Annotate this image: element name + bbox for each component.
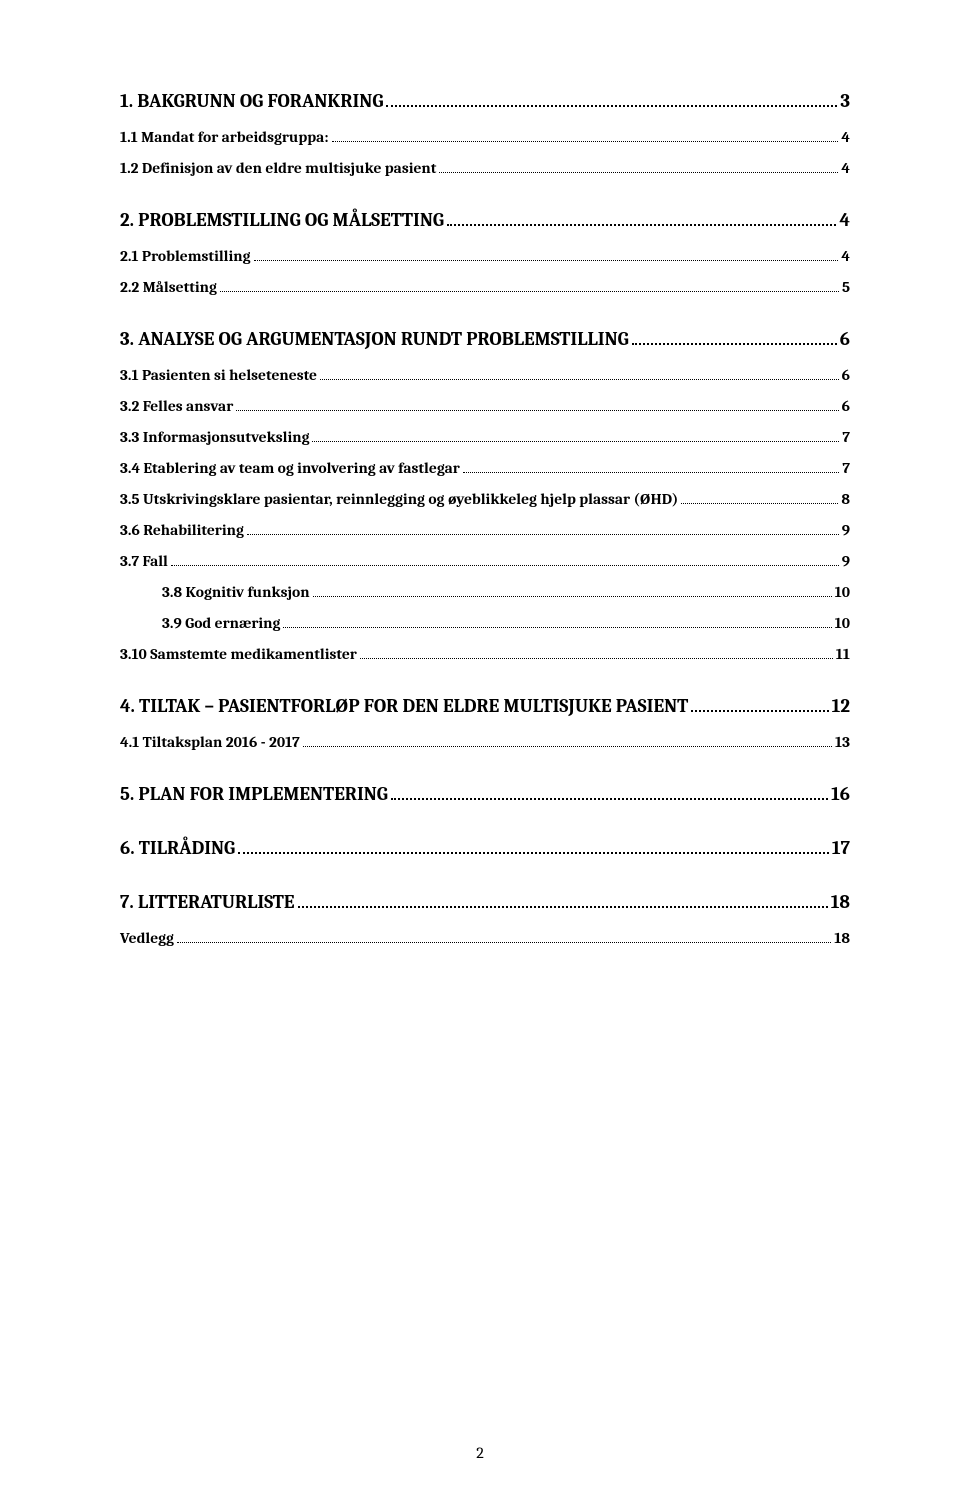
toc-entry: 1.2 Definisjon av den eldre multisjuke p…	[120, 159, 850, 177]
toc-leader-dots	[447, 224, 836, 226]
toc-label: 5. PLAN FOR IMPLEMENTERING	[120, 783, 388, 805]
toc-label: 4.1 Tiltaksplan 2016 - 2017	[120, 733, 300, 751]
toc-leader-dots	[320, 379, 839, 380]
toc-leader-dots	[283, 627, 831, 628]
toc-entry: 4.1 Tiltaksplan 2016 - 2017 13	[120, 733, 850, 751]
toc-label: 7. LITTERATURLISTE	[120, 891, 295, 913]
toc-leader-dots	[313, 596, 832, 597]
toc-page-number: 6	[840, 328, 850, 350]
toc-leader-dots	[303, 746, 832, 747]
toc-page-number: 4	[839, 209, 850, 231]
toc-page-number: 8	[841, 490, 850, 508]
toc-page-number: 9	[842, 521, 850, 539]
toc-label: 2. PROBLEMSTILLING OG MÅLSETTING	[120, 209, 444, 231]
toc-label: Vedlegg	[120, 929, 174, 947]
toc-label: 3.6 Rehabilitering	[120, 521, 244, 539]
toc-entry: 3.9 God ernæring 10	[120, 614, 850, 632]
toc-entry: 3.5 Utskrivingsklare pasientar, reinnleg…	[120, 490, 850, 508]
toc-leader-dots	[254, 260, 839, 261]
toc-page-number: 5	[842, 278, 850, 296]
toc-entry: 1.1 Mandat for arbeidsgruppa: 4	[120, 128, 850, 146]
toc-page-number: 6	[842, 397, 850, 415]
toc-page-number: 7	[842, 428, 850, 446]
toc-page-number: 12	[832, 695, 850, 717]
toc-label: 3.3 Informasjonsutveksling	[120, 428, 309, 446]
toc-leader-dots	[332, 141, 839, 142]
toc-entry: 2.2 Målsetting 5	[120, 278, 850, 296]
toc-label: 1. BAKGRUNN OG FORANKRING	[120, 90, 383, 112]
toc-page-number: 6	[842, 366, 850, 384]
toc-entry: 4. TILTAK – PASIENTFORLØP FOR DEN ELDRE …	[120, 695, 850, 717]
toc-leader-dots	[312, 441, 839, 442]
toc-leader-dots	[220, 291, 839, 292]
toc-entry: 5. PLAN FOR IMPLEMENTERING 16	[120, 783, 850, 805]
toc-page-number: 18	[834, 929, 850, 947]
toc-page-number: 16	[831, 783, 850, 805]
toc-leader-dots	[298, 906, 828, 908]
toc-entry: 3.7 Fall 9	[120, 552, 850, 570]
toc-entry: 3.1 Pasienten si helseteneste 6	[120, 366, 850, 384]
toc-page-number: 3	[840, 90, 850, 112]
toc-entry: 6. TILRÅDING 17	[120, 837, 850, 859]
toc-page-number: 17	[832, 837, 850, 859]
toc-leader-dots	[463, 472, 840, 473]
toc-label: 2.2 Målsetting	[120, 278, 217, 296]
toc-label: 1.1 Mandat for arbeidsgruppa:	[120, 128, 329, 146]
toc-page-number: 4	[841, 128, 850, 146]
toc-page-number: 10	[835, 583, 850, 601]
toc-label: 3.10 Samstemte medikamentlister	[120, 645, 357, 663]
table-of-contents: 1. BAKGRUNN OG FORANKRING 3 1.1 Mandat for…	[120, 90, 850, 947]
toc-page-number: 4	[841, 247, 850, 265]
toc-label: 6. TILRÅDING	[120, 837, 235, 859]
toc-entry: 3.4 Etablering av team og involvering av…	[120, 459, 850, 477]
toc-leader-dots	[177, 942, 831, 943]
toc-label: 3.5 Utskrivingsklare pasientar, reinnleg…	[120, 490, 678, 508]
toc-label: 3.2 Felles ansvar	[120, 397, 233, 415]
toc-entry: 2.1 Problemstilling 4	[120, 247, 850, 265]
toc-label: 1.2 Definisjon av den eldre multisjuke p…	[120, 159, 436, 177]
toc-page-number: 13	[835, 733, 850, 751]
toc-entry: 1. BAKGRUNN OG FORANKRING 3	[120, 90, 850, 112]
toc-page-number: 11	[836, 645, 850, 663]
toc-leader-dots	[236, 410, 838, 411]
toc-entry: 3.6 Rehabilitering 9	[120, 521, 850, 539]
toc-leader-dots	[171, 565, 839, 566]
toc-entry: Vedlegg 18	[120, 929, 850, 947]
toc-page-number: 10	[835, 614, 850, 632]
toc-label: 3.8 Kognitiv funksjon	[162, 583, 310, 601]
toc-entry: 3.10 Samstemte medikamentlister 11	[120, 645, 850, 663]
toc-label: 3.1 Pasienten si helseteneste	[120, 366, 317, 384]
toc-entry: 3. ANALYSE OG ARGUMENTASJON RUNDT PROBLE…	[120, 328, 850, 350]
toc-leader-dots	[360, 658, 833, 659]
toc-label: 3.4 Etablering av team og involvering av…	[120, 459, 460, 477]
toc-label: 2.1 Problemstilling	[120, 247, 251, 265]
toc-leader-dots	[439, 172, 838, 173]
toc-page-number: 9	[842, 552, 850, 570]
toc-leader-dots	[691, 710, 828, 712]
toc-label: 3.9 God ernæring	[162, 614, 280, 632]
toc-page-number: 4	[841, 159, 850, 177]
toc-leader-dots	[391, 798, 828, 800]
toc-leader-dots	[247, 534, 839, 535]
toc-leader-dots	[386, 105, 837, 107]
toc-leader-dots	[681, 503, 838, 504]
page-number: 2	[476, 1444, 484, 1462]
toc-page-number: 18	[831, 891, 850, 913]
toc-entry: 7. LITTERATURLISTE 18	[120, 891, 850, 913]
toc-label: 4. TILTAK – PASIENTFORLØP FOR DEN ELDRE …	[120, 695, 688, 717]
toc-leader-dots	[238, 852, 829, 854]
toc-entry: 3.2 Felles ansvar 6	[120, 397, 850, 415]
toc-leader-dots	[632, 343, 837, 345]
toc-label: 3.7 Fall	[120, 552, 168, 570]
toc-label: 3. ANALYSE OG ARGUMENTASJON RUNDT PROBLE…	[120, 328, 629, 350]
toc-entry: 3.3 Informasjonsutveksling 7	[120, 428, 850, 446]
toc-entry: 3.8 Kognitiv funksjon 10	[120, 583, 850, 601]
toc-entry: 2. PROBLEMSTILLING OG MÅLSETTING 4	[120, 209, 850, 231]
toc-page-number: 7	[842, 459, 850, 477]
